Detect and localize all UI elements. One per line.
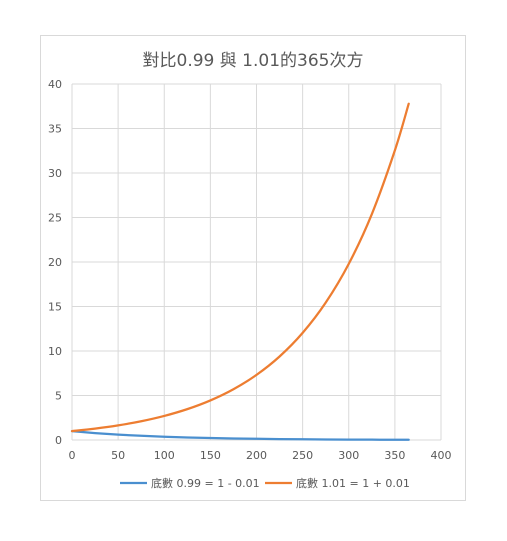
x-tick-label: 400 (431, 449, 452, 462)
y-tick-label: 10 (48, 345, 62, 358)
x-tick-label: 100 (154, 449, 175, 462)
y-tick-label: 15 (48, 301, 62, 314)
y-tick-label: 40 (48, 78, 62, 91)
x-tick-label: 200 (246, 449, 267, 462)
chart-title: 對比0.99 與 1.01的365次方 (142, 51, 364, 71)
y-tick-label: 25 (48, 212, 62, 225)
y-tick-label: 20 (48, 256, 62, 269)
series-line-2 (70, 102, 410, 433)
y-tick-label: 0 (55, 434, 62, 447)
legend-label-2: 底數 1.01 = 1 + 0.01 (296, 476, 410, 490)
x-tick-label: 50 (111, 449, 125, 462)
y-tick-label: 5 (55, 390, 62, 403)
series-line-1 (70, 429, 410, 441)
legend-label-1: 底數 0.99 = 1 - 0.01 (151, 476, 260, 490)
x-tick-label: 350 (384, 449, 405, 462)
y-tick-label: 35 (48, 123, 62, 136)
x-tick-label: 0 (69, 449, 76, 462)
x-tick-label: 300 (338, 449, 359, 462)
x-tick-label: 250 (292, 449, 313, 462)
x-tick-label: 150 (200, 449, 221, 462)
y-tick-label: 30 (48, 167, 62, 180)
